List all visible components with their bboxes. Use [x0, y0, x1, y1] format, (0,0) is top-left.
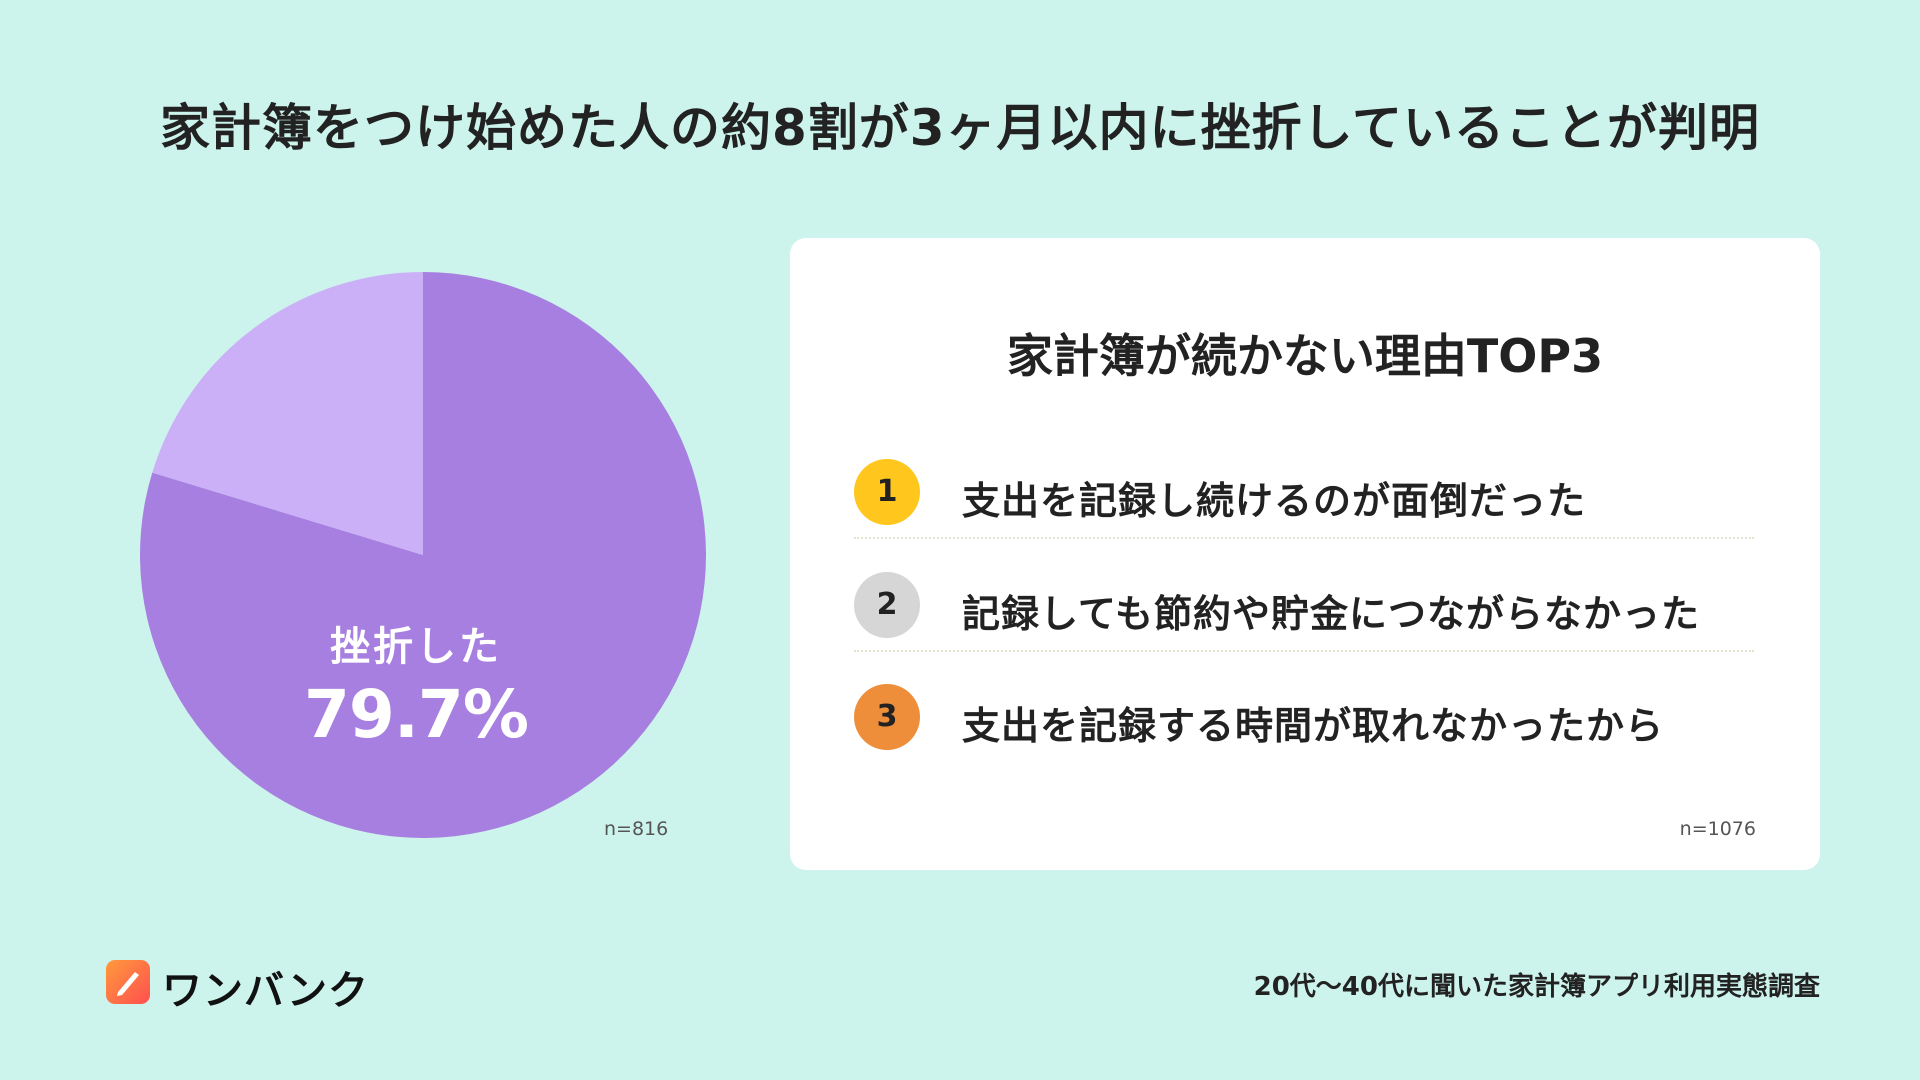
pie-chart-svg [140, 272, 707, 838]
pie-label: 挫折した 79.7% [271, 614, 561, 753]
pie-slice-2 [152, 272, 423, 555]
ranking-item-1: 1 支出を記録し続けるのが面倒だった [854, 436, 1754, 548]
ranking-item-2: 2 記録しても節約や貯金につながらなかった [854, 549, 1754, 661]
pie-chart: 挫折した 79.7% [138, 270, 708, 840]
pie-slice-label: 挫折した [330, 624, 502, 670]
ranking-sample-size: n=1076 [1679, 818, 1756, 840]
ranking-divider [854, 650, 1754, 652]
ranking-text-2: 記録しても節約や貯金につながらなかった [962, 592, 1700, 636]
pie-slice-1 [140, 272, 707, 838]
ranking-title: 家計簿が続かない理由TOP3 [1006, 329, 1604, 383]
brand-name: ワンバンク [162, 968, 369, 1014]
ranking-text-3: 支出を記録する時間が取れなかったから [962, 704, 1665, 748]
rank-badge-3: 3 [854, 684, 920, 750]
rank-badge-1: 1 [854, 459, 920, 525]
pencil-icon [106, 960, 150, 1004]
ranking-item-3: 3 支出を記録する時間が取れなかったから [854, 661, 1754, 773]
survey-source: 20代～40代に聞いた家計簿アプリ利用実態調査 [1253, 972, 1820, 1002]
page-title: 家計簿をつけ始めた人の約8割が3ヶ月以内に挫折していることが判明 [159, 99, 1761, 157]
ranking-text-1: 支出を記録し続けるのが面倒だった [962, 479, 1587, 523]
pie-sample-size: n=816 [604, 818, 669, 840]
ranking-card: 家計簿が続かない理由TOP3 1 支出を記録し続けるのが面倒だった 2 記録して… [790, 238, 1820, 870]
rank-badge-2: 2 [854, 572, 920, 638]
ranking-divider [854, 537, 1754, 539]
pie-slice-value: 79.7% [304, 676, 529, 753]
